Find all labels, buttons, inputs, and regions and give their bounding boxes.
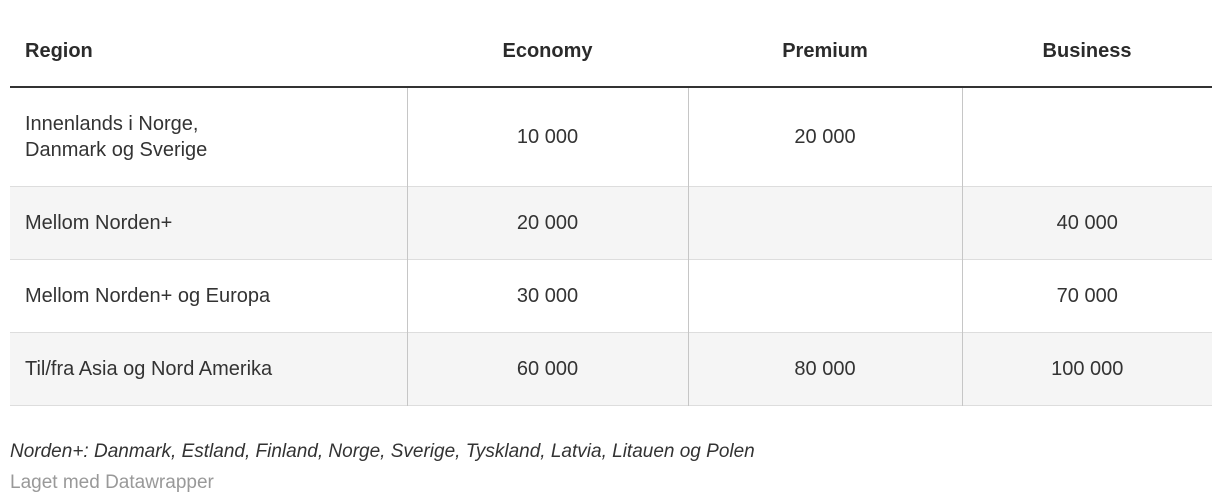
column-header-business: Business [962, 30, 1212, 88]
header-row: Region Economy Premium Business [10, 30, 1212, 88]
column-header-economy: Economy [407, 30, 688, 88]
datawrapper-attribution[interactable]: Laget med Datawrapper [10, 472, 214, 493]
premium-value-cell: 20 000 [687, 87, 962, 187]
points-table: Region Economy Premium Business Innenlan… [10, 30, 1212, 406]
column-header-premium: Premium [688, 30, 962, 88]
table-row: Innenlands i Norge, Danmark og Sverige 1… [10, 87, 1212, 187]
region-cell: Til/fra Asia og Nord Amerika [25, 358, 273, 380]
table-footnote: Norden+: Danmark, Estland, Finland, Norg… [10, 441, 755, 462]
table-row: Mellom Norden+ 20 000 40 000 [10, 186, 1212, 260]
business-value-cell: 70 000 [961, 259, 1212, 333]
table-header: Region Economy Premium Business [10, 30, 1212, 88]
business-value-cell: 40 000 [961, 186, 1212, 260]
column-header-region: Region [10, 30, 407, 88]
page: Region Economy Premium Business Innenlan… [0, 30, 1220, 494]
business-value-cell [961, 87, 1212, 187]
premium-value-cell [687, 259, 962, 333]
table-row: Til/fra Asia og Nord Amerika 60 000 80 0… [10, 332, 1212, 406]
table-body: Innenlands i Norge, Danmark og Sverige 1… [10, 87, 1212, 406]
economy-value-cell: 30 000 [406, 259, 688, 333]
business-value-cell: 100 000 [961, 332, 1212, 406]
economy-value-cell: 10 000 [406, 87, 688, 187]
economy-value-cell: 20 000 [406, 186, 688, 260]
premium-value-cell: 80 000 [687, 332, 962, 406]
region-cell: Mellom Norden+ [25, 212, 173, 234]
region-cell: Innenlands i Norge, Danmark og Sverige [25, 113, 208, 161]
economy-value-cell: 60 000 [406, 332, 688, 406]
table-row: Mellom Norden+ og Europa 30 000 70 000 [10, 259, 1212, 333]
region-cell: Mellom Norden+ og Europa [25, 285, 271, 307]
premium-value-cell [687, 186, 962, 260]
